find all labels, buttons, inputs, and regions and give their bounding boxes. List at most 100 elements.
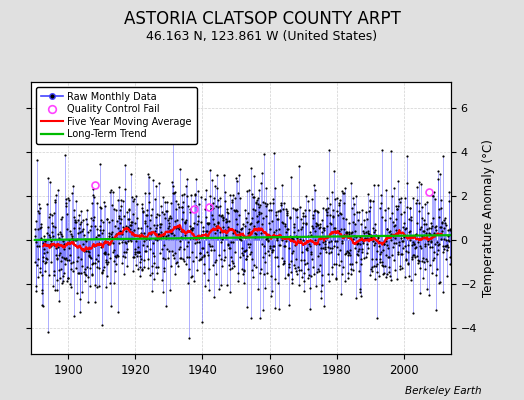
Point [405,216,413,222]
Point [300,269,309,276]
Point [68,237,77,244]
Point [355,268,363,274]
Point [353,251,362,258]
Point [270,243,278,249]
Point [352,295,361,302]
Point [141,212,150,219]
Point [122,249,130,256]
Point [39,258,47,264]
Point [50,268,58,274]
Point [220,257,228,264]
Point [77,219,85,225]
Point [135,249,143,255]
Point [250,222,258,229]
Point [112,207,121,214]
Point [271,227,280,234]
Point [81,236,90,242]
Point [240,248,248,254]
Point [154,270,162,276]
Point [55,234,63,241]
Point [357,293,365,299]
Point [270,254,279,260]
Point [295,266,303,273]
Point [258,170,266,176]
Point [269,243,278,249]
Point [290,220,298,227]
Point [241,207,249,213]
Point [132,192,140,199]
Point [100,263,108,270]
Point [375,239,384,246]
Point [418,232,427,239]
Point [232,207,241,213]
Point [151,183,160,190]
Point [37,235,45,242]
Point [131,246,139,252]
Point [259,270,268,277]
Point [103,273,112,280]
Point [121,186,129,192]
Point [184,334,193,341]
Point [309,224,317,231]
Point [337,271,346,278]
Point [277,234,286,240]
Point [395,196,403,202]
Point [357,246,366,252]
Point [296,236,304,243]
Point [168,229,176,236]
Point [223,218,232,224]
Point [264,247,272,254]
Point [225,217,234,224]
Point [279,206,288,212]
Point [323,270,332,277]
Point [144,170,152,177]
Point [324,205,332,211]
Point [284,271,292,277]
Point [305,285,314,291]
Point [346,266,355,273]
Point [106,255,114,262]
Point [180,219,189,225]
Point [346,247,354,253]
Point [51,192,60,198]
Point [31,288,40,294]
Point [368,238,377,244]
Point [115,240,123,246]
Point [272,235,281,241]
Point [413,220,422,226]
Point [268,218,276,224]
Point [287,258,296,264]
Point [216,229,224,235]
Point [281,274,290,281]
Point [307,273,315,280]
Point [137,225,145,232]
Point [86,222,95,229]
Point [385,228,394,235]
Point [249,194,257,200]
Point [376,204,384,211]
Point [427,225,435,231]
Point [196,256,204,262]
Point [339,264,347,270]
Point [102,257,111,263]
Point [412,244,420,250]
Point [200,270,209,277]
Point [257,266,265,272]
Point [214,220,223,227]
Point [156,220,165,227]
Point [285,260,293,267]
Point [275,242,283,248]
Point [110,206,118,213]
Point [347,179,355,186]
Point [267,207,275,213]
Point [344,270,352,277]
Point [79,241,88,247]
Point [400,234,408,240]
Point [442,243,450,250]
Point [263,213,271,220]
Point [411,245,419,251]
Point [101,250,110,257]
Point [393,206,401,212]
Point [436,224,445,230]
Point [322,195,331,201]
